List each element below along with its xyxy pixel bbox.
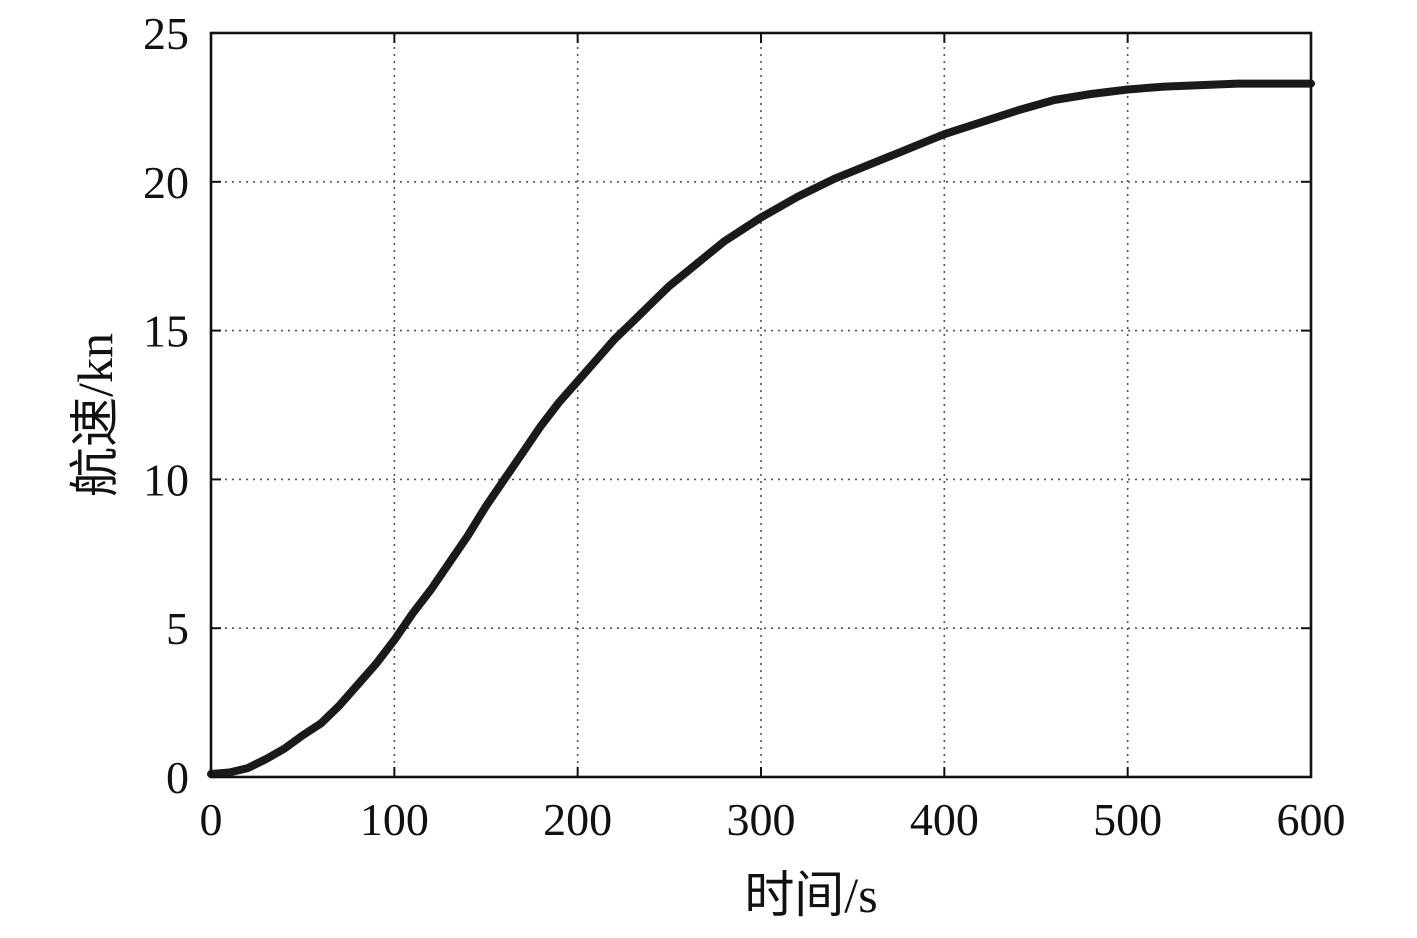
x-tick-label: 400 [910, 794, 979, 845]
y-tick-label: 5 [166, 603, 189, 654]
x-tick-label: 500 [1093, 794, 1162, 845]
x-tick-label: 100 [360, 794, 429, 845]
x-tick-label: 600 [1277, 794, 1346, 845]
y-tick-label: 20 [143, 157, 189, 208]
x-axis-label: 时间/s [744, 867, 877, 923]
y-tick-label: 15 [143, 306, 189, 357]
series-line [207, 79, 1315, 778]
x-tick-label: 0 [200, 794, 223, 845]
x-tick-label: 200 [543, 794, 612, 845]
grid [211, 33, 1311, 777]
y-tick-label: 0 [166, 752, 189, 803]
y-axis-label: 航速/kn [67, 333, 123, 497]
y-tick-label: 10 [143, 454, 189, 505]
x-tick-label: 300 [727, 794, 796, 845]
y-tick-label: 25 [143, 8, 189, 59]
plot-frame [209, 31, 1313, 779]
tick-labels: 0 100 200 300 400 500 600 0 5 10 15 20 25 [143, 8, 1346, 845]
